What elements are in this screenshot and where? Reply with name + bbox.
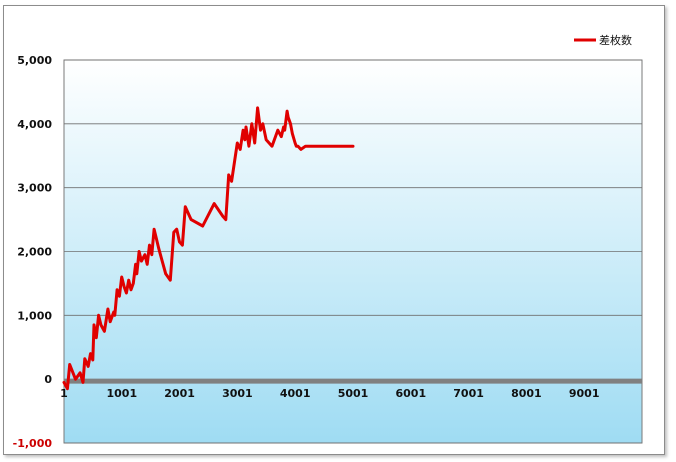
x-tick-label: 4001 bbox=[280, 387, 311, 400]
series-line-差枚数 bbox=[62, 106, 355, 391]
y-tick-label: 0 bbox=[44, 373, 52, 386]
x-tick-label: 5001 bbox=[338, 387, 369, 400]
x-tick-label: 1001 bbox=[106, 387, 137, 400]
y-tick-label: 2,000 bbox=[17, 246, 52, 259]
y-axis-ticks: -1,000 0 1,000 2,000 3,000 4,000 5,000 bbox=[13, 54, 53, 450]
y-tick-label: -1,000 bbox=[13, 437, 53, 450]
x-tick-label: 6001 bbox=[395, 387, 426, 400]
legend-label: 差枚数 bbox=[599, 33, 632, 47]
x-tick-label: 1 bbox=[60, 387, 68, 400]
x-tick-label: 3001 bbox=[222, 387, 253, 400]
x-tick-label: 2001 bbox=[164, 387, 195, 400]
y-tick-label: 1,000 bbox=[17, 309, 52, 322]
x-tick-label: 8001 bbox=[511, 387, 542, 400]
chart-frame: -1,000 0 1,000 2,000 3,000 4,000 5,000 1 1001 20… bbox=[3, 5, 665, 455]
chart-svg: -1,000 0 1,000 2,000 3,000 4,000 5,000 1 1001 20… bbox=[13, 33, 643, 450]
x-axis-ticks: 1 1001 2001 3001 4001 5001 6001 7001 8001 9001 bbox=[60, 387, 599, 400]
legend: 差枚数 bbox=[574, 33, 632, 47]
y-tick-label: 5,000 bbox=[17, 54, 52, 67]
x-tick-label: 9001 bbox=[569, 387, 600, 400]
y-tick-label: 4,000 bbox=[17, 118, 52, 131]
y-tick-label: 3,000 bbox=[17, 182, 52, 195]
x-tick-label: 7001 bbox=[453, 387, 484, 400]
